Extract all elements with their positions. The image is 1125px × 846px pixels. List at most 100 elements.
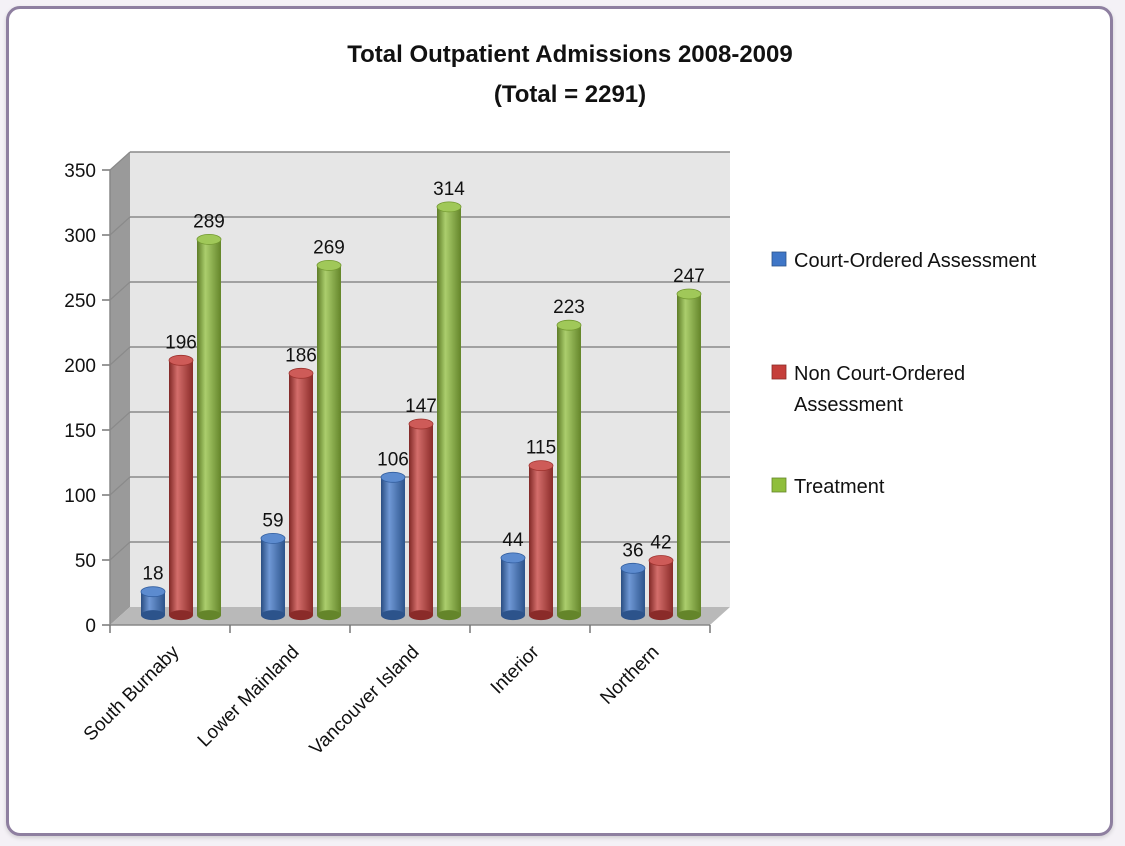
legend-swatch (771, 364, 787, 380)
bar-body (289, 373, 313, 616)
legend-swatch (771, 477, 787, 493)
chart-title: Total Outpatient Admissions 2008-2009 (347, 41, 792, 68)
chart-subtitle: (Total = 2291) (494, 81, 646, 108)
x-tick-label: Vancouver Island (306, 642, 424, 760)
data-label: 247 (673, 266, 705, 287)
bar (316, 259, 342, 621)
bar (676, 288, 702, 621)
y-axis: 0 50 100 150 200 250 300 350 (64, 161, 111, 637)
bar-body (501, 557, 525, 616)
data-label: 223 (553, 297, 585, 318)
bar-top (380, 471, 406, 483)
y-tick-label: 0 (85, 616, 96, 637)
x-tick-label: Northern (596, 642, 663, 709)
bar-body (197, 239, 221, 616)
legend: Court-Ordered Assessment Non Court-Ordere… (771, 250, 1037, 498)
bar-base (317, 610, 341, 621)
bar (620, 562, 646, 621)
data-label: 42 (650, 533, 671, 554)
data-labels: 18 196 289 59 186 269 106 147 314 44 115 223 36 42 247 (142, 179, 704, 585)
y-tick-label: 250 (64, 291, 96, 312)
data-label: 44 (502, 530, 524, 551)
x-tick-label: Lower Mainland (194, 642, 304, 752)
bar-body (409, 424, 433, 616)
data-label: 314 (433, 179, 465, 200)
bar-base (677, 610, 701, 621)
bar-base (289, 610, 313, 621)
bar-top (168, 354, 194, 366)
data-label: 269 (313, 237, 345, 258)
x-axis: South Burnaby Lower Mainland Vancouver Isl… (80, 624, 711, 760)
chart-title-group: Total Outpatient Admissions 2008-2009 (T… (347, 41, 792, 108)
y-tick-label: 200 (64, 356, 96, 377)
y-tick-label: 300 (64, 226, 96, 247)
bar-base (261, 610, 285, 621)
bar-base (409, 610, 433, 621)
data-label: 115 (526, 438, 556, 459)
bar (436, 201, 462, 621)
gridline-side (109, 411, 131, 431)
gridline-side (109, 151, 131, 171)
bar-body (437, 206, 461, 616)
bar (140, 586, 166, 621)
gridline-side (109, 346, 131, 366)
data-label: 147 (405, 396, 437, 417)
bar-body (261, 538, 285, 616)
y-tick-label: 50 (75, 551, 96, 572)
y-tick-label: 150 (64, 421, 96, 442)
bar-body (529, 465, 553, 616)
x-tick-label: Interior (487, 641, 544, 698)
bar-base (141, 610, 165, 621)
data-label: 18 (142, 564, 163, 585)
side-wall (110, 152, 130, 625)
legend-label: Assessment (794, 394, 903, 416)
bar-base (169, 610, 193, 621)
bar-base (501, 610, 525, 621)
bar-top (196, 233, 222, 245)
bar-top (436, 201, 462, 213)
bar-base (381, 610, 405, 621)
bar-top (500, 552, 526, 564)
bar (408, 418, 434, 621)
bar-base (529, 610, 553, 621)
gridline-side (109, 476, 131, 496)
bar-top (556, 319, 582, 331)
bar-body (169, 360, 193, 616)
data-label: 289 (193, 211, 225, 232)
data-label: 36 (622, 540, 643, 561)
bar-body (621, 568, 645, 616)
bar-base (197, 610, 221, 621)
bar-top (648, 555, 674, 566)
bar (528, 460, 554, 621)
bar-body (317, 265, 341, 616)
bar (260, 533, 286, 621)
bar-top (528, 460, 554, 472)
legend-swatch (771, 251, 787, 267)
gridline-side (109, 541, 131, 561)
bar (500, 552, 526, 621)
bar-body (677, 294, 701, 616)
bar-top (676, 288, 702, 300)
y-tick-label: 100 (64, 486, 96, 507)
bar-base (437, 610, 461, 621)
bar (168, 354, 194, 621)
data-label: 59 (262, 510, 283, 531)
bar-top (260, 533, 286, 544)
y-tick-label: 350 (64, 161, 96, 182)
data-label: 196 (165, 332, 197, 353)
gridline-side (109, 281, 131, 301)
data-label: 186 (285, 345, 317, 366)
bar-body (557, 325, 581, 616)
bar-body (141, 591, 165, 616)
bar-top (620, 562, 646, 574)
bar-top (408, 418, 434, 430)
bar (196, 233, 222, 621)
x-tick-label: South Burnaby (80, 641, 184, 745)
bar (556, 319, 582, 621)
legend-label: Court-Ordered Assessment (794, 250, 1037, 272)
bar-top (288, 367, 314, 379)
bar-base (649, 610, 673, 621)
gridline-side (109, 216, 131, 236)
bar-body (649, 560, 673, 616)
